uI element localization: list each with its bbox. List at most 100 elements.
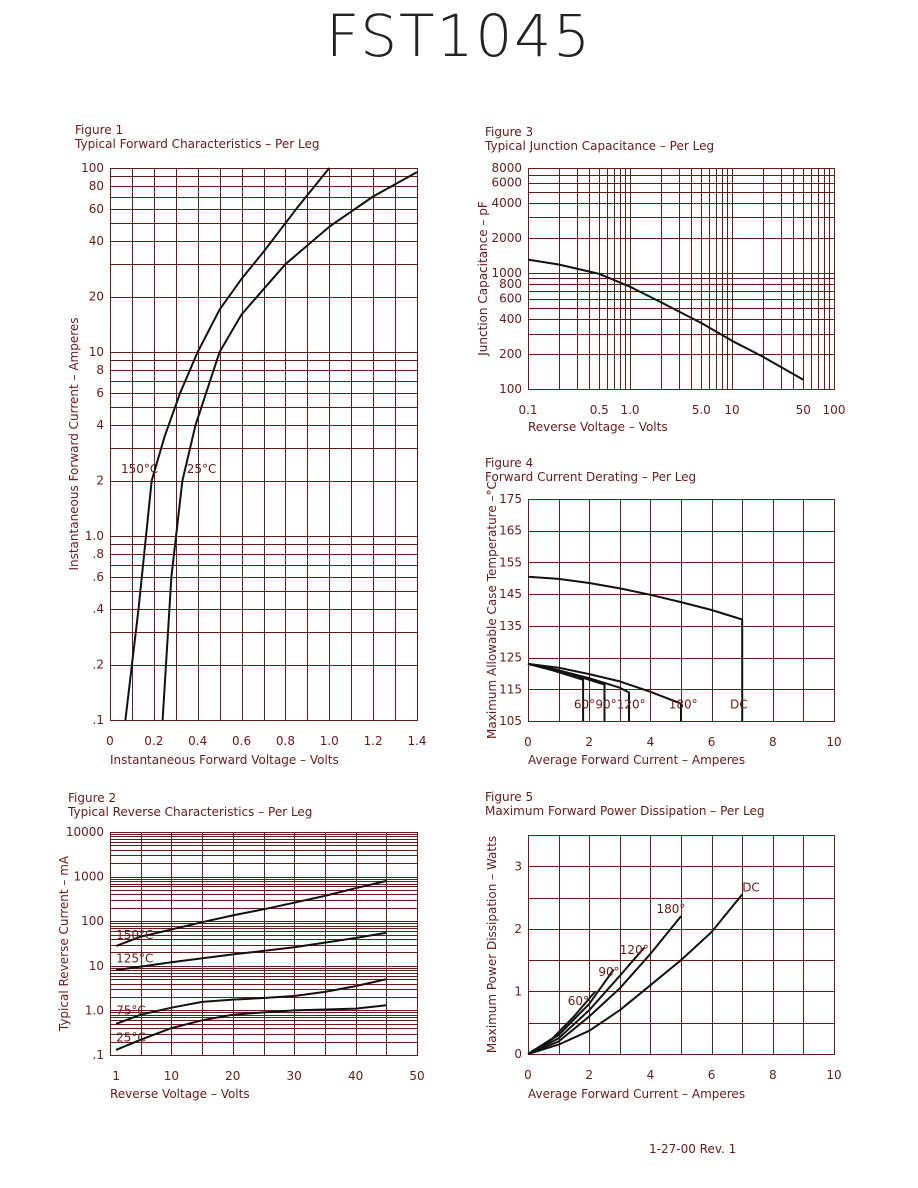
- plot-frame: [528, 499, 835, 722]
- chart-title: Typical Junction Capacitance – Per Leg: [484, 139, 714, 153]
- y-tick-label: 2000: [491, 231, 522, 245]
- x-tick-label: 50: [409, 1069, 424, 1083]
- x-tick-label: 5.0: [692, 403, 711, 417]
- y-axis-label: Typical Reverse Current – mA: [57, 855, 71, 1032]
- y-tick-label: 10: [89, 345, 104, 359]
- figure-label: Figure 5: [485, 790, 533, 804]
- x-tick-label: 0.8: [276, 734, 295, 748]
- y-tick-label: 2: [96, 474, 104, 488]
- x-tick-label: 0.5: [590, 403, 609, 417]
- series-line-DC: [527, 893, 743, 1055]
- series-annotation: 90°: [595, 697, 616, 711]
- x-tick-label: 2: [585, 1068, 593, 1082]
- y-tick-label: 100: [81, 914, 104, 928]
- x-tick-label: 10: [164, 1069, 179, 1083]
- series-line-main: [527, 258, 804, 381]
- y-tick-label: .1: [93, 1048, 104, 1062]
- x-tick-label: 1: [112, 1069, 120, 1083]
- chart-title: Forward Current Derating – Per Leg: [485, 470, 696, 484]
- series-annotation: 25°C: [187, 462, 217, 476]
- series-annotation: 75°C: [116, 1004, 146, 1018]
- series-annotation: 60°: [574, 697, 595, 711]
- y-tick-label: 40: [89, 234, 104, 248]
- series-line-90: [527, 968, 615, 1055]
- series-line-180: [527, 662, 682, 721]
- series-annotation: 120°: [617, 697, 646, 711]
- y-tick-label: 400: [499, 312, 522, 326]
- series-annotation: 180°: [657, 902, 686, 916]
- y-tick-label: 6: [96, 386, 104, 400]
- y-tick-label: 145: [499, 587, 522, 601]
- y-tick-label: 165: [499, 524, 522, 538]
- series-line-90: [527, 662, 606, 721]
- y-tick-label: 4: [96, 418, 104, 432]
- series-line-125C: [115, 931, 387, 972]
- x-tick-label: 10: [826, 1068, 841, 1082]
- y-tick-label: .1: [93, 713, 104, 727]
- x-tick-label: 100: [823, 403, 846, 417]
- series-annotation: 25°C: [116, 1031, 146, 1045]
- y-tick-label: 200: [499, 347, 522, 361]
- y-tick-label: 3: [514, 859, 522, 873]
- revision-footer: 1-27-00 Rev. 1: [649, 1142, 737, 1156]
- series-annotation: 125°C: [116, 951, 153, 965]
- x-tick-label: 8: [769, 735, 777, 749]
- x-tick-label: 0.4: [188, 734, 207, 748]
- y-tick-label: 2: [514, 922, 522, 936]
- series-annotation: 120°: [620, 943, 649, 957]
- series-line-25C: [161, 171, 418, 721]
- figure-label: Figure 2: [68, 791, 116, 805]
- chart-title: Maximum Forward Power Dissipation – Per …: [485, 804, 765, 818]
- x-tick-label: 1.0: [620, 403, 639, 417]
- grid-lines: [528, 835, 835, 1055]
- x-tick-label: 6: [708, 735, 716, 749]
- y-tick-label: 1000: [73, 870, 104, 884]
- y-tick-label: 10: [89, 959, 104, 973]
- y-tick-label: 80: [89, 179, 104, 193]
- x-tick-label: 1.4: [407, 734, 426, 748]
- y-tick-label: 0: [514, 1047, 522, 1061]
- series-annotation: 60°: [568, 994, 589, 1008]
- y-axis-label: Instantaneous Forward Current – Amperes: [67, 317, 81, 570]
- x-tick-label: 0.2: [144, 734, 163, 748]
- x-tick-label: 40: [348, 1069, 363, 1083]
- x-tick-label: 20: [225, 1069, 240, 1083]
- y-tick-label: 100: [499, 382, 522, 396]
- chart-title: Typical Reverse Characteristics – Per Le…: [67, 805, 312, 819]
- x-tick-label: 10: [826, 735, 841, 749]
- series-line-60: [527, 662, 585, 721]
- x-tick-label: 0: [524, 735, 532, 749]
- series-line-180: [527, 915, 682, 1055]
- plot-frame: [528, 835, 835, 1055]
- y-tick-label: 800: [499, 277, 522, 291]
- grid-lines: [110, 168, 418, 721]
- y-tick-label: 135: [499, 619, 522, 633]
- x-axis-label: Average Forward Current – Amperes: [528, 753, 745, 767]
- series-line-25C: [115, 1004, 387, 1051]
- series-line-150C: [124, 167, 331, 721]
- x-tick-label: 50: [796, 403, 811, 417]
- x-axis-label: Reverse Voltage – Volts: [110, 1087, 250, 1101]
- y-tick-label: 115: [499, 682, 522, 696]
- page-title: FST1045: [325, 2, 593, 70]
- y-tick-label: 600: [499, 292, 522, 306]
- x-axis-label: Average Forward Current – Amperes: [528, 1087, 745, 1101]
- series-annotation: DC: [730, 697, 748, 711]
- x-tick-label: 0.6: [232, 734, 251, 748]
- y-tick-label: 1.0: [85, 1003, 104, 1017]
- y-tick-label: .8: [93, 547, 104, 561]
- series-line-120: [527, 946, 646, 1055]
- x-axis-label: Instantaneous Forward Voltage – Volts: [110, 753, 339, 767]
- series-line-DC: [527, 575, 744, 721]
- y-tick-label: 60: [89, 202, 104, 216]
- x-tick-label: 0.1: [518, 403, 537, 417]
- y-tick-label: 1000: [491, 266, 522, 280]
- plot-frame: [110, 168, 418, 721]
- grid-lines: [528, 499, 835, 722]
- x-tick-label: 6: [708, 1068, 716, 1082]
- series-annotation: 90°: [598, 965, 619, 979]
- y-tick-label: 105: [499, 714, 522, 728]
- x-tick-label: 1.2: [364, 734, 383, 748]
